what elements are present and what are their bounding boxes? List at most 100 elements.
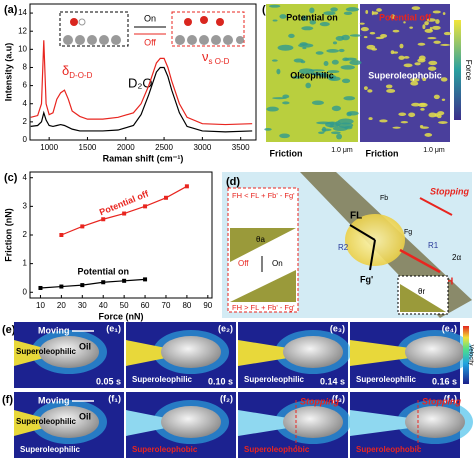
inset bbox=[59, 11, 245, 47]
spot bbox=[420, 108, 425, 111]
atoms bbox=[63, 35, 244, 45]
x-tick-label: 40 bbox=[99, 301, 108, 310]
streak bbox=[282, 101, 290, 105]
peak-label: νs O-D bbox=[202, 49, 230, 66]
y-tick-label: 4 bbox=[23, 99, 28, 108]
surface-label: Superoleophilic bbox=[356, 375, 417, 384]
colorbar bbox=[463, 326, 469, 384]
off-label: Off bbox=[144, 37, 156, 47]
spot bbox=[435, 19, 440, 24]
tip bbox=[126, 410, 166, 436]
streak bbox=[323, 11, 336, 16]
frame-tag: (f₄) bbox=[444, 393, 457, 403]
streak bbox=[271, 59, 278, 62]
droplet bbox=[405, 406, 465, 438]
oil-label: Oil bbox=[79, 341, 91, 351]
spot bbox=[420, 126, 429, 129]
point bbox=[101, 217, 106, 222]
spot bbox=[424, 21, 429, 26]
spot bbox=[363, 36, 368, 39]
streak bbox=[311, 100, 324, 105]
spot bbox=[398, 112, 407, 117]
image-label: Superoleophobic bbox=[368, 70, 442, 80]
y-axis-label: Intensity (a.u) bbox=[3, 43, 13, 102]
spot bbox=[365, 10, 369, 14]
angle-label: 2α bbox=[452, 253, 461, 262]
tip bbox=[350, 410, 410, 436]
spot bbox=[411, 6, 421, 11]
droplet bbox=[283, 336, 343, 368]
on-label: On bbox=[144, 13, 156, 23]
spot bbox=[398, 55, 405, 60]
spot bbox=[359, 22, 365, 25]
surface-label: Superoleophobic bbox=[356, 445, 422, 454]
moving-label: Moving bbox=[38, 325, 70, 335]
angle-label: θa bbox=[256, 235, 265, 244]
x-tick-label: 1500 bbox=[79, 143, 97, 152]
spot bbox=[364, 86, 368, 91]
force-arrow bbox=[399, 248, 441, 274]
streak bbox=[327, 70, 340, 74]
y-tick-label: 4 bbox=[23, 173, 28, 182]
streak bbox=[302, 47, 307, 50]
streak bbox=[282, 94, 290, 99]
streak bbox=[331, 59, 339, 65]
spot bbox=[414, 62, 421, 66]
y-tick-label: 8 bbox=[23, 63, 28, 72]
streak bbox=[293, 58, 304, 63]
spot bbox=[400, 120, 409, 124]
streak bbox=[279, 133, 290, 139]
texture bbox=[264, 4, 451, 140]
droplet bbox=[161, 336, 221, 368]
spot bbox=[392, 51, 399, 54]
streak bbox=[331, 105, 342, 112]
streak bbox=[343, 96, 356, 101]
streak bbox=[349, 34, 362, 37]
droplet bbox=[405, 336, 465, 368]
x-tick-label: 3500 bbox=[232, 143, 250, 152]
scale-label: 1.0 μm bbox=[331, 147, 353, 154]
spot bbox=[369, 31, 376, 35]
streak bbox=[332, 126, 348, 132]
spot bbox=[422, 77, 427, 82]
spot bbox=[427, 37, 437, 40]
tip bbox=[238, 410, 288, 436]
force-label: Fg bbox=[404, 229, 412, 236]
spot bbox=[427, 66, 437, 71]
x-axis-label: Force (nN) bbox=[99, 311, 144, 321]
frame-tag: (f₁) bbox=[108, 393, 121, 403]
frame-tag: (e₁) bbox=[106, 323, 121, 333]
streak bbox=[340, 65, 355, 70]
droplet bbox=[283, 406, 343, 438]
colorbar-label: Velocity bbox=[467, 345, 473, 366]
x-tick-label: 80 bbox=[182, 301, 191, 310]
streak bbox=[328, 76, 341, 82]
point bbox=[38, 285, 43, 290]
angle-label: θr bbox=[418, 287, 425, 296]
y-tick-label: 0 bbox=[23, 287, 28, 296]
surface-label: Superoleophobic bbox=[132, 445, 198, 454]
spot bbox=[386, 88, 396, 93]
panel-label: (e) bbox=[2, 324, 16, 336]
spot bbox=[441, 98, 446, 101]
x-tick-label: 3000 bbox=[193, 143, 211, 152]
time-label: 0.05 s bbox=[96, 376, 121, 386]
image-label: Potential on bbox=[286, 12, 338, 22]
on-label: On bbox=[272, 259, 283, 268]
spot bbox=[434, 113, 439, 117]
streak bbox=[272, 19, 278, 22]
streak bbox=[268, 4, 281, 8]
force-arrow bbox=[349, 224, 376, 241]
droplet bbox=[39, 406, 99, 438]
moving-label: Moving bbox=[38, 395, 70, 405]
spot bbox=[440, 77, 448, 82]
force-arrow bbox=[369, 239, 376, 271]
series-label: Potential on bbox=[77, 267, 129, 277]
series-line bbox=[30, 66, 253, 133]
radius-label: R2 bbox=[338, 243, 349, 252]
off-label: Off bbox=[238, 259, 249, 268]
x-tick-label: 60 bbox=[141, 301, 150, 310]
tip bbox=[238, 340, 288, 366]
streak bbox=[264, 127, 272, 131]
spot bbox=[443, 31, 451, 36]
